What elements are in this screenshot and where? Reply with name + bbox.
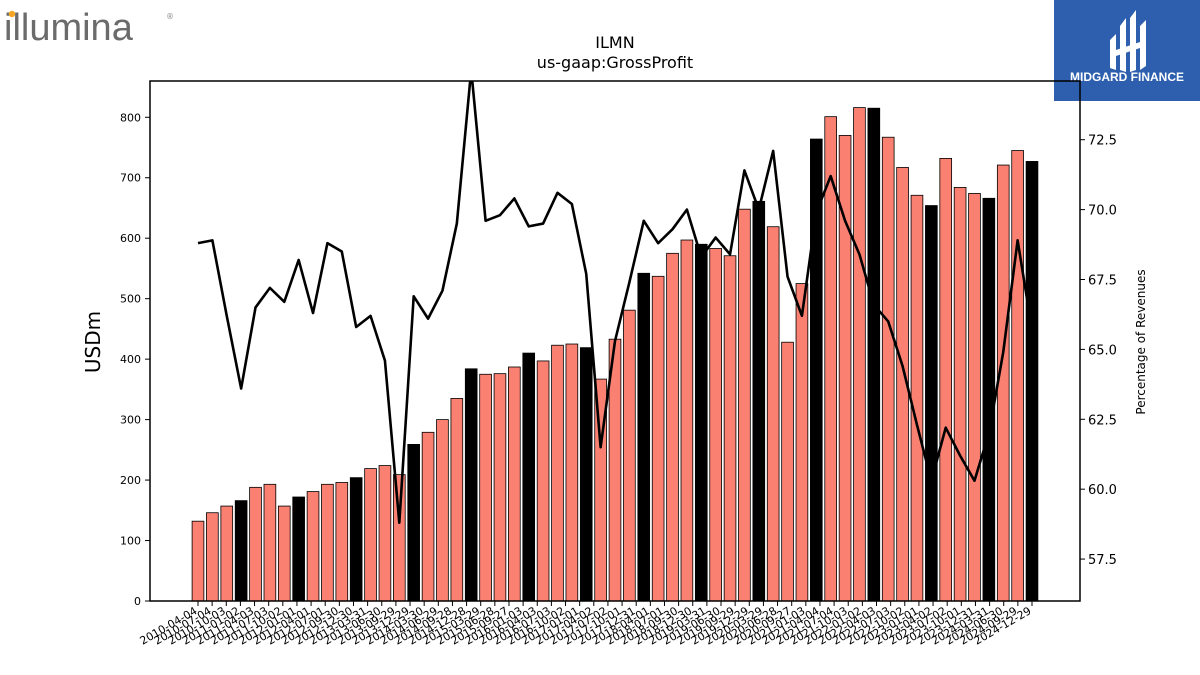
- bar: [565, 343, 579, 602]
- bar: [450, 398, 464, 602]
- bar: [637, 272, 651, 602]
- bar: [623, 309, 636, 602]
- bar: [968, 193, 981, 602]
- bar: [853, 107, 866, 602]
- bar: [421, 431, 435, 602]
- bar: [953, 187, 967, 602]
- bar: [709, 248, 722, 602]
- bar: [723, 255, 737, 602]
- y-tick-label: 200: [120, 474, 141, 487]
- line-group: [197, 81, 1034, 525]
- publisher-logo-emblem-icon: [1110, 10, 1146, 72]
- bar: [206, 512, 219, 602]
- y-axis-ticks: 0 100 200 300 400 500 600 700 800: [120, 111, 150, 608]
- y2-axis-ticks: 57.5 60.0 62.5 65.0 67.5 70.0 72.5: [1080, 134, 1117, 568]
- y-tick-label: 100: [120, 535, 141, 548]
- bar: [335, 482, 349, 602]
- bar: [321, 483, 334, 602]
- bar: [249, 486, 262, 602]
- bar: [925, 205, 938, 602]
- y2-axis-label: Percentage of Revenues: [1134, 269, 1148, 414]
- y2-tick-label: 62.5: [1088, 413, 1117, 428]
- y2-tick-label: 70.0: [1088, 204, 1117, 219]
- bar: [364, 468, 377, 602]
- bar: [263, 483, 277, 602]
- bar: [939, 157, 953, 602]
- bar: [1025, 161, 1039, 602]
- y-tick-label: 700: [120, 172, 141, 185]
- bar: [191, 520, 205, 602]
- bar: [867, 107, 881, 602]
- percentage-line: [197, 81, 1034, 525]
- bar: [493, 373, 507, 602]
- bars-group: [191, 107, 1039, 602]
- bar: [766, 226, 780, 602]
- bar: [1011, 150, 1024, 602]
- bar: [522, 352, 536, 602]
- bar: [292, 496, 305, 602]
- bar: [781, 341, 794, 602]
- bar: [479, 373, 492, 602]
- bar: [651, 275, 665, 602]
- bar: [996, 164, 1010, 602]
- bar: [306, 491, 320, 602]
- bar: [234, 500, 248, 602]
- bar: [795, 283, 809, 602]
- bar: [810, 138, 823, 602]
- bar: [536, 360, 550, 602]
- company-logo-wordmark: illumina: [4, 7, 134, 46]
- bar: [738, 208, 751, 602]
- bar: [551, 344, 564, 602]
- bar: [680, 239, 694, 602]
- registered-mark-icon: ®: [166, 12, 174, 21]
- bar: [436, 419, 449, 602]
- chart-title: ILMN: [595, 33, 634, 52]
- company-logo: illumina ®: [4, 7, 174, 46]
- x-axis-ticks: 2010-04-042010-07-042010-10-032011-01-02…: [138, 601, 1034, 648]
- plot-frame: [149, 80, 1081, 602]
- bar: [579, 347, 593, 602]
- bar: [508, 366, 521, 602]
- y2-tick-label: 72.5: [1088, 134, 1117, 149]
- bar: [982, 197, 996, 602]
- y2-tick-label: 57.5: [1088, 553, 1117, 568]
- y-axis-label: USDm: [81, 311, 105, 373]
- y2-tick-label: 60.0: [1088, 483, 1117, 498]
- bar: [910, 194, 924, 602]
- bar: [349, 477, 363, 602]
- bar: [220, 505, 234, 602]
- y2-tick-label: 67.5: [1088, 273, 1117, 288]
- bar: [752, 200, 766, 602]
- bar: [694, 243, 708, 602]
- bar: [378, 465, 392, 602]
- bar: [881, 136, 895, 602]
- y-tick-label: 500: [120, 293, 141, 306]
- y-tick-label: 600: [120, 232, 141, 245]
- y-tick-label: 400: [120, 353, 141, 366]
- y-tick-label: 300: [120, 414, 141, 427]
- company-logo-accent-dot: [8, 10, 16, 18]
- publisher-logo: MIDGARD FINANCE: [1054, 0, 1200, 101]
- publisher-logo-wordmark: MIDGARD FINANCE: [1070, 70, 1184, 84]
- bar: [407, 443, 420, 602]
- bar: [666, 252, 679, 602]
- bar: [277, 505, 291, 602]
- y-tick-label: 800: [120, 111, 141, 124]
- chart-subtitle: us-gaap:GrossProfit: [537, 53, 693, 72]
- y-tick-label: 0: [134, 595, 141, 608]
- bar: [464, 368, 478, 602]
- bar: [393, 474, 406, 602]
- y2-tick-label: 65.0: [1088, 343, 1117, 358]
